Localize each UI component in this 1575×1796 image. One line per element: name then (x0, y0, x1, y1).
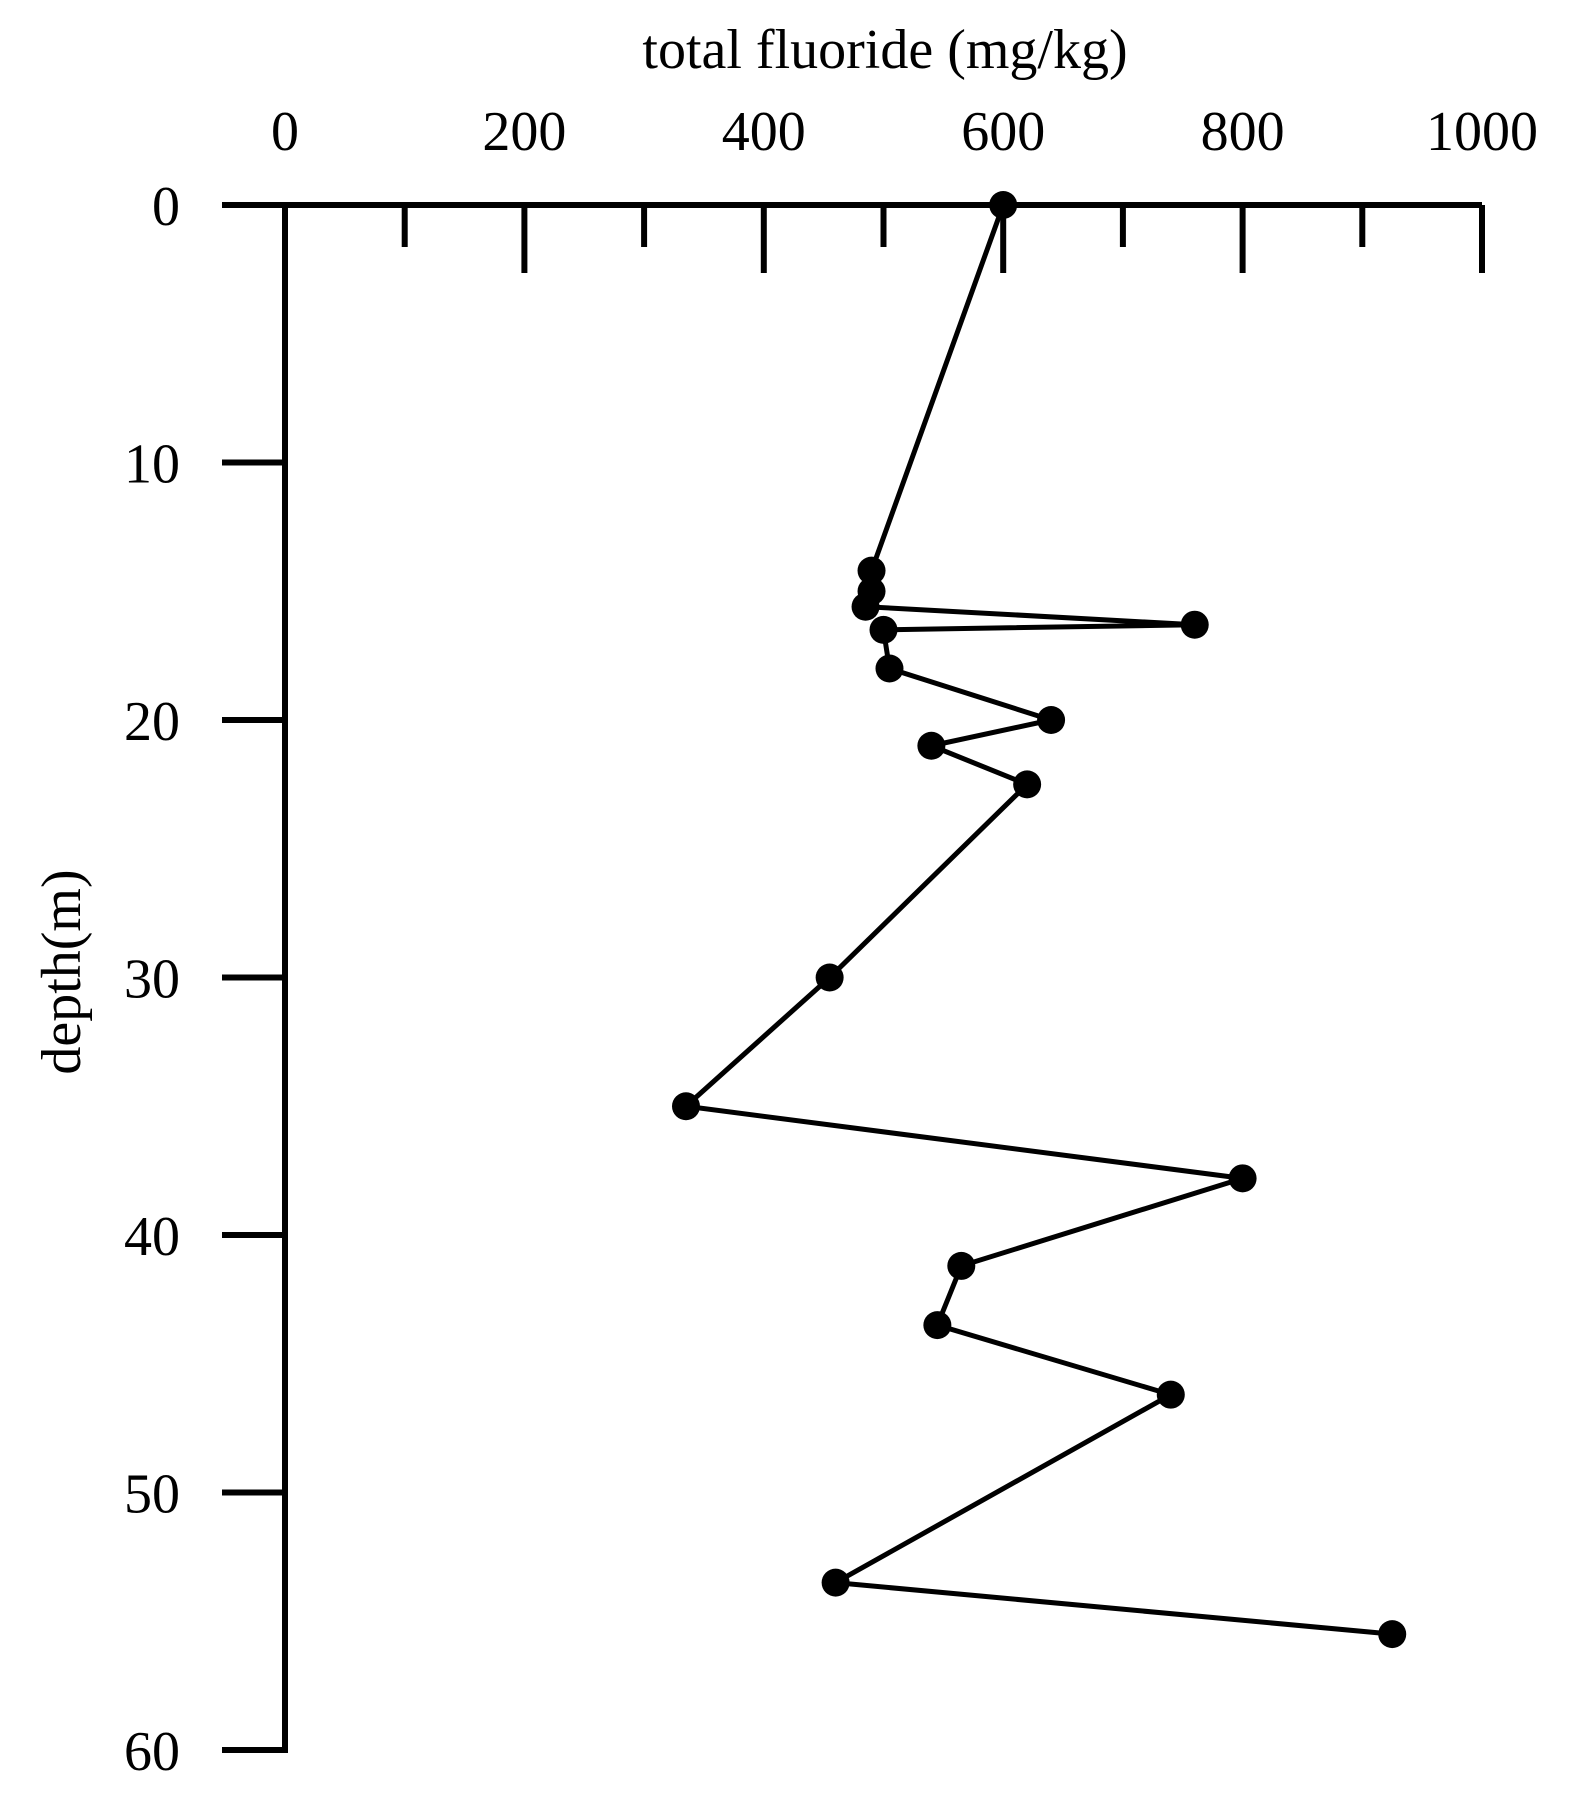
y-tick-label: 30 (124, 949, 180, 1011)
data-point (1037, 706, 1066, 734)
data-point (1228, 1164, 1257, 1193)
y-tick-label: 0 (152, 176, 180, 238)
x-tick-label: 600 (961, 101, 1045, 163)
data-point (989, 191, 1018, 219)
data-point (869, 615, 898, 644)
data-point (851, 592, 880, 621)
data-point (821, 1568, 850, 1597)
x-tick-label: 200 (482, 101, 566, 163)
data-point (857, 556, 886, 585)
data-point (815, 963, 844, 992)
x-axis-ticks: 0 200 400 600 800 1000 (271, 101, 1538, 273)
y-tick-label: 50 (124, 1464, 180, 1526)
data-point (1180, 610, 1209, 639)
data-point (875, 654, 904, 683)
data-point (917, 731, 946, 760)
series-line (680, 204, 1393, 1637)
y-axis-title: depth(m) (31, 869, 93, 1074)
data-point (1013, 770, 1042, 799)
y-axis-ticks: 0 10 20 30 40 50 60 (124, 176, 285, 1783)
axes (222, 202, 1482, 1753)
y-tick-label: 40 (124, 1206, 180, 1268)
x-axis-title: total fluoride (mg/kg) (642, 19, 1127, 81)
y-tick-label: 10 (124, 434, 180, 496)
y-tick-label: 20 (124, 691, 180, 753)
data-series (671, 191, 1407, 1649)
x-tick-label: 800 (1201, 101, 1285, 163)
x-tick-label: 1000 (1426, 101, 1538, 163)
x-tick-label: 400 (722, 101, 806, 163)
data-point (671, 1092, 700, 1121)
y-tick-label: 60 (124, 1721, 180, 1783)
x-tick-label: 0 (271, 101, 299, 163)
data-point (1378, 1620, 1407, 1649)
data-point (1156, 1380, 1185, 1409)
data-point (947, 1251, 976, 1280)
data-point (923, 1311, 952, 1340)
